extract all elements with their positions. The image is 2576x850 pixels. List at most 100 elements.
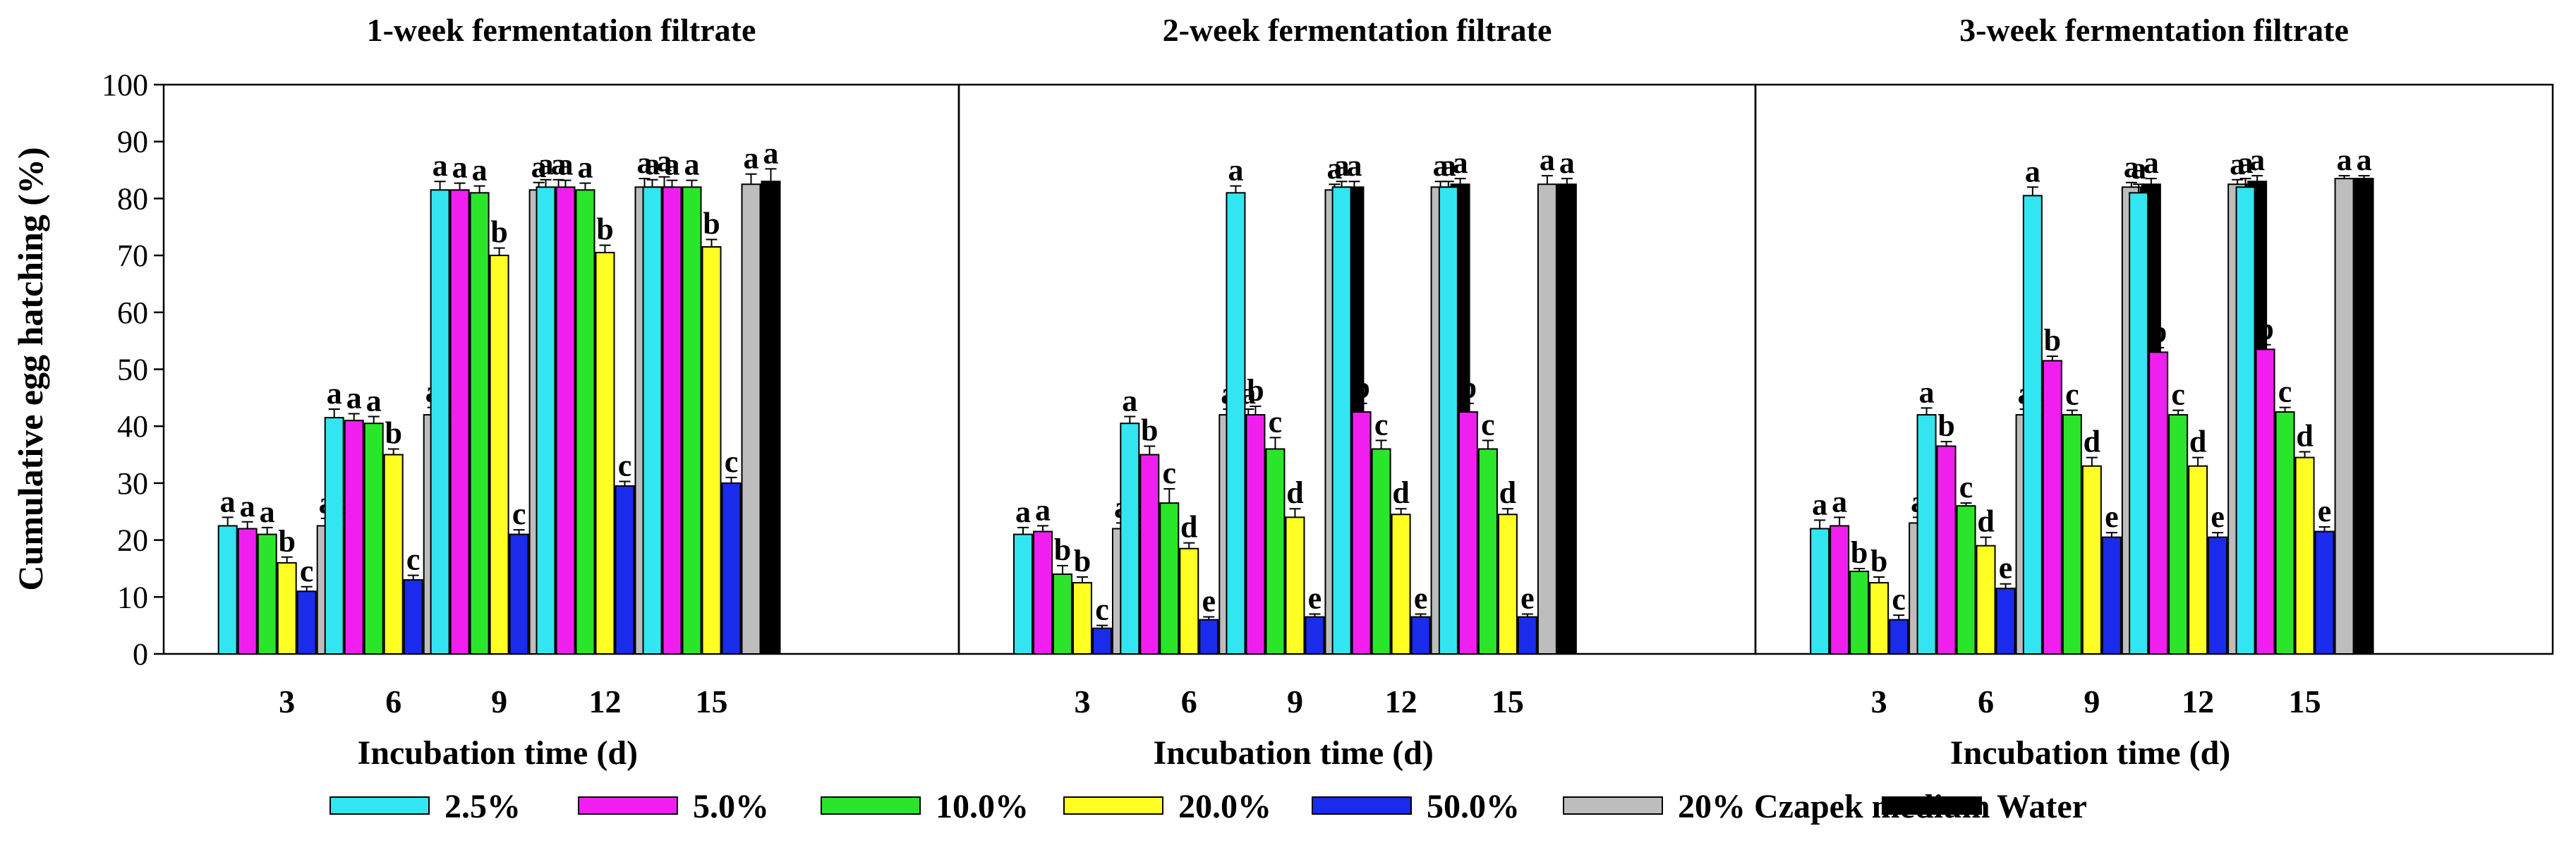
significance-letter: c: [406, 542, 421, 577]
significance-letter: b: [1074, 544, 1091, 578]
bar: [1245, 414, 1266, 655]
significance-letter: a: [577, 150, 593, 185]
significance-letter: a: [1326, 151, 1342, 186]
bar: [296, 590, 317, 655]
legend-swatch: [329, 796, 430, 815]
bar: [1477, 448, 1498, 655]
panel-title: 2-week fermentation filtrate: [1163, 12, 1552, 48]
bar: [1916, 414, 1937, 655]
legend-label: 20.0%: [1178, 788, 1271, 825]
significance-letter: a: [538, 147, 553, 181]
significance-letter: a: [645, 147, 660, 181]
significance-letter: a: [2337, 142, 2352, 177]
bar: [1810, 528, 1830, 655]
significance-letter: d: [1180, 510, 1197, 545]
significance-letter: b: [596, 212, 613, 247]
y-tick-label: 30: [117, 466, 148, 501]
x-tick-label: 6: [385, 684, 401, 720]
bar: [2188, 465, 2208, 655]
bar: [1305, 616, 1325, 655]
panel-title: 3-week fermentation filtrate: [1959, 12, 2349, 48]
significance-letter: b: [1937, 408, 1954, 443]
bar: [682, 186, 702, 655]
significance-letter: b: [1054, 533, 1071, 567]
significance-letter: a: [220, 484, 236, 518]
bar: [1458, 411, 1478, 655]
bar: [741, 183, 761, 655]
bar: [469, 192, 490, 655]
significance-letter: a: [665, 147, 680, 182]
significance-letter: a: [1540, 142, 1555, 177]
bar: [1072, 582, 1092, 655]
significance-letter: d: [2296, 419, 2313, 454]
legend-item: 50.0%: [1312, 788, 1520, 825]
bar: [430, 189, 450, 655]
bar: [2235, 186, 2256, 655]
y-tick-label: 60: [117, 296, 148, 330]
panel-title: 1-week fermentation filtrate: [367, 12, 756, 48]
legend-label: 5.0%: [693, 788, 769, 825]
bar: [1032, 530, 1053, 655]
significance-letter: c: [1959, 470, 1973, 504]
bar: [277, 561, 297, 655]
significance-letter: c: [2171, 377, 2185, 412]
x-tick-label: 3: [1074, 684, 1090, 720]
significance-letter: a: [1122, 383, 1137, 418]
legend-label: 10.0%: [936, 788, 1029, 825]
legend-swatch: [1063, 796, 1163, 815]
bar: [2022, 195, 2043, 655]
significance-letter: a: [684, 147, 700, 182]
bar: [1391, 514, 1411, 655]
bar: [2062, 414, 2082, 655]
x-tick-label: 12: [588, 684, 621, 720]
x-tick-label: 9: [1287, 684, 1303, 720]
bar: [257, 533, 277, 655]
legend-item: 20.0%: [1063, 788, 1271, 825]
x-axis-label: Incubation time (d): [1154, 734, 1434, 772]
significance-letter: a: [1559, 145, 1575, 180]
bar: [721, 482, 742, 655]
significance-letter: a: [327, 376, 342, 411]
bar: [1438, 186, 1458, 655]
x-tick-label: 15: [2289, 684, 2321, 720]
legend-item: Water: [1882, 788, 2087, 825]
y-tick-label: 40: [117, 409, 148, 444]
y-tick-label: 80: [117, 181, 148, 216]
significance-letter: a: [452, 150, 468, 185]
x-tick-label: 12: [1385, 684, 1417, 720]
legend-item: 2.5%: [329, 788, 521, 825]
significance-letter: c: [1163, 456, 1177, 490]
panels: 1-week fermentation filtrate 0 10 20 30 40 50 6…: [102, 12, 2554, 772]
y-axis-label: Cumulative egg hatching (%): [11, 147, 50, 590]
significance-letter: a: [2230, 147, 2245, 181]
legend-swatch: [821, 796, 921, 815]
bar: [1849, 570, 1870, 655]
bar: [1956, 505, 1976, 655]
significance-letter: a: [1441, 148, 1456, 183]
significance-letter: a: [366, 383, 382, 418]
legend-swatch: [1563, 796, 1663, 815]
bar: [344, 420, 364, 655]
significance-letter: b: [1870, 544, 1887, 578]
bar: [2168, 414, 2189, 655]
bar: [2208, 536, 2228, 655]
y-tick-label: 70: [117, 238, 148, 273]
significance-letter: b: [2044, 323, 2061, 358]
y-tick-label: 90: [117, 125, 148, 159]
significance-letter: e: [1414, 581, 1428, 616]
significance-letter: a: [1346, 148, 1362, 183]
y-tick-label: 50: [117, 353, 148, 387]
bar: [403, 579, 423, 655]
significance-letter: a: [1035, 492, 1051, 527]
significance-letter: e: [1308, 581, 1322, 616]
x-tick-label: 6: [1978, 684, 1994, 720]
significance-letter: c: [1269, 404, 1283, 439]
legend-swatch: [1882, 796, 1982, 815]
bar: [761, 181, 781, 655]
significance-letter: a: [656, 144, 672, 178]
significance-letter: a: [2131, 151, 2146, 186]
significance-letter: b: [1353, 370, 1369, 405]
bar: [1139, 454, 1160, 655]
bar: [1936, 445, 1957, 655]
